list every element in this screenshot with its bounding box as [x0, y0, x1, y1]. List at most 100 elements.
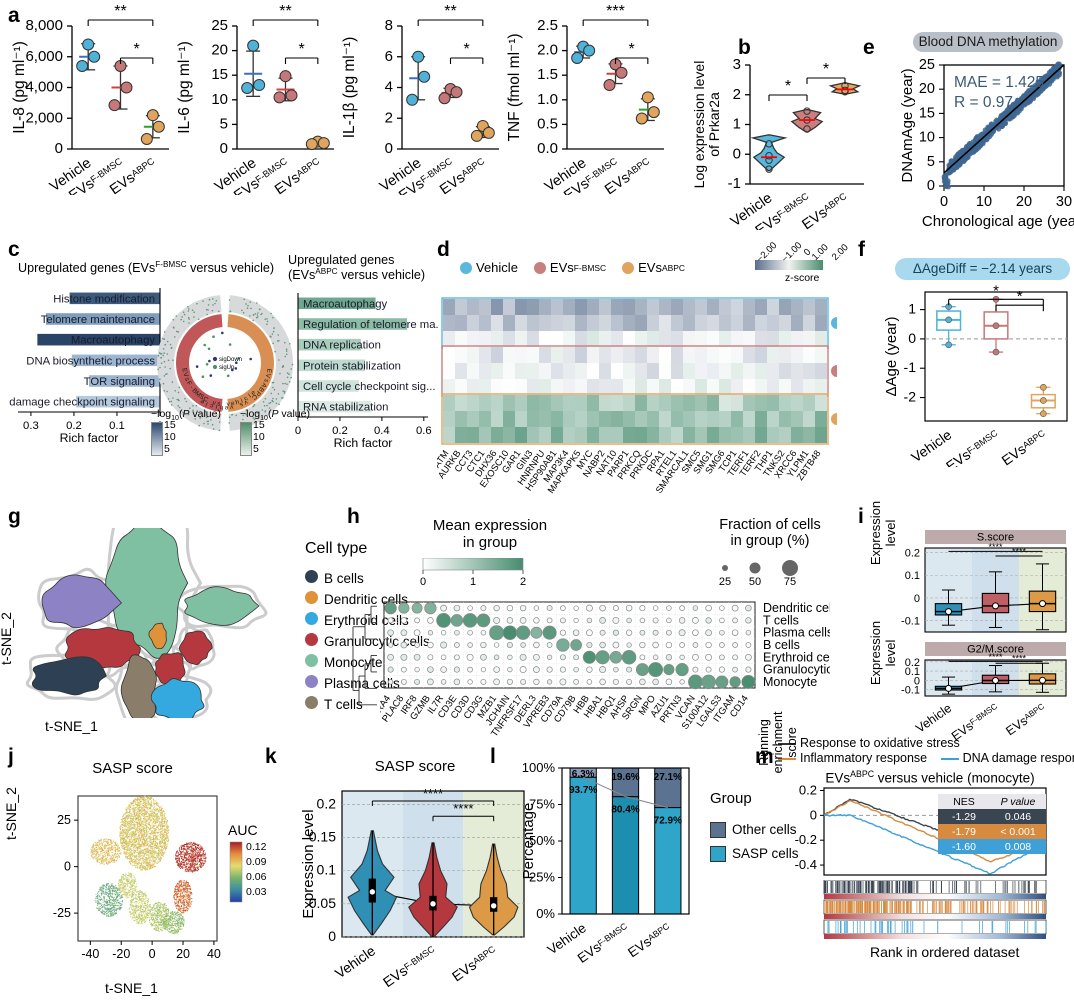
svg-text:1.5: 1.5	[537, 66, 558, 83]
svg-text:-1: -1	[904, 359, 917, 375]
svg-text:DNA damage checkpoint signalin: DNA damage checkpoint signaling	[8, 397, 155, 409]
svg-text:0.5: 0.5	[537, 115, 558, 132]
svg-text:*: *	[134, 41, 140, 58]
svg-text:75: 75	[784, 576, 796, 588]
svg-text:*: *	[1017, 288, 1023, 305]
svg-text:4,000: 4,000	[25, 79, 63, 96]
svg-text:0: 0	[927, 178, 935, 194]
svg-text:10: 10	[211, 91, 228, 108]
svg-text:0: 0	[220, 140, 228, 157]
svg-text:*: *	[823, 61, 829, 78]
svg-text:2.0: 2.0	[537, 42, 558, 59]
svg-text:0: 0	[940, 194, 948, 210]
svg-text:Monocyte: Monocyte	[763, 675, 817, 689]
svg-text:Regulation of telomere ma...: Regulation of telomere ma...	[303, 319, 438, 331]
svg-text:ΔAge (year): ΔAge (year)	[883, 316, 900, 396]
svg-text:***: ***	[606, 3, 625, 20]
svg-text:4: 4	[385, 79, 393, 96]
svg-text:1: 1	[470, 576, 476, 588]
svg-text:0: 0	[908, 330, 916, 346]
svg-text:****: ****	[988, 652, 1003, 662]
svg-text:8,000: 8,000	[25, 17, 63, 34]
svg-text:**: **	[279, 3, 291, 20]
svg-text:EVsABPC: EVsABPC	[999, 426, 1050, 467]
svg-text:15: 15	[211, 66, 228, 83]
svg-text:DNA replication: DNA replication	[303, 340, 381, 352]
svg-text:Cell cycle checkpoint sig...: Cell cycle checkpoint sig...	[303, 381, 435, 393]
svg-text:6: 6	[385, 48, 393, 65]
svg-text:0.1: 0.1	[905, 570, 920, 582]
svg-text:1: 1	[733, 116, 741, 133]
svg-text:-2: -2	[904, 389, 917, 405]
svg-text:Macroautophagy: Macroautophagy	[71, 335, 156, 347]
svg-text:2.5: 2.5	[537, 17, 558, 34]
svg-text:0: 0	[55, 140, 63, 157]
svg-text:****: ****	[1012, 546, 1027, 556]
svg-text:20: 20	[919, 81, 935, 97]
svg-text:*: *	[785, 78, 791, 95]
svg-text:TOR signaling: TOR signaling	[84, 376, 155, 388]
svg-text:0: 0	[914, 593, 920, 605]
svg-text:*: *	[464, 41, 470, 58]
svg-text:*: *	[629, 41, 635, 58]
svg-text:Rich factor: Rich factor	[334, 436, 393, 449]
svg-text:0: 0	[420, 576, 426, 588]
svg-text:6,000: 6,000	[25, 48, 63, 65]
svg-text:25: 25	[919, 57, 935, 73]
svg-text:30: 30	[1056, 194, 1072, 210]
svg-text:5: 5	[927, 154, 935, 170]
svg-text:*: *	[299, 41, 305, 58]
svg-text:sigUp: sigUp	[219, 365, 235, 371]
svg-text:TNF (fmol ml⁻¹): TNF (fmol ml⁻¹)	[506, 33, 523, 141]
svg-text:2: 2	[520, 576, 526, 588]
svg-text:-1: -1	[728, 175, 741, 192]
svg-text:10: 10	[976, 194, 992, 210]
svg-text:DNAmAge (year): DNAmAge (year)	[900, 68, 916, 182]
svg-text:2: 2	[385, 109, 393, 126]
svg-text:****: ****	[988, 542, 1003, 552]
svg-text:0: 0	[295, 425, 301, 437]
svg-text:**: **	[114, 3, 126, 20]
svg-text:0.2: 0.2	[905, 548, 920, 560]
svg-text:1.0: 1.0	[537, 91, 558, 108]
svg-text:1: 1	[908, 301, 916, 317]
svg-text:3: 3	[733, 56, 741, 73]
svg-text:0.6: 0.6	[416, 425, 432, 437]
svg-text:0.2: 0.2	[905, 657, 920, 669]
svg-text:50: 50	[749, 576, 761, 588]
svg-text:IL-8 (pg ml⁻¹): IL-8 (pg ml⁻¹)	[11, 41, 28, 134]
svg-text:0.0: 0.0	[537, 140, 558, 157]
svg-text:of Prkar2a: of Prkar2a	[706, 92, 722, 157]
svg-text:EVsABPC: EVsABPC	[1003, 701, 1048, 738]
svg-text:Histone modification: Histone modification	[53, 293, 155, 305]
svg-text:MAE = 1.425: MAE = 1.425	[954, 74, 1044, 91]
svg-text:Macroautophagy: Macroautophagy	[303, 298, 388, 310]
svg-text:sigDown: sigDown	[219, 357, 242, 363]
svg-text:0.3: 0.3	[23, 420, 39, 432]
svg-text:20: 20	[1016, 194, 1032, 210]
svg-text:R = 0.97: R = 0.97	[954, 94, 1013, 111]
svg-text:Vehicle: Vehicle	[913, 701, 954, 736]
svg-text:2: 2	[733, 86, 741, 103]
svg-text:10: 10	[919, 130, 935, 146]
svg-text:0: 0	[733, 145, 741, 162]
svg-text:Chronological age (year): Chronological age (year)	[922, 213, 1074, 230]
svg-text:EVsF-BMSC: EVsF-BMSC	[943, 426, 1002, 467]
svg-text:5: 5	[220, 115, 228, 132]
svg-text:Telomere maintenance: Telomere maintenance	[41, 314, 155, 326]
svg-text:15: 15	[919, 105, 935, 121]
svg-text:****: ****	[1012, 654, 1027, 664]
svg-text:RNA stabilization: RNA stabilization	[303, 402, 388, 414]
svg-text:Protein stabilization: Protein stabilization	[303, 360, 401, 372]
svg-text:0: 0	[385, 140, 393, 157]
svg-text:IL-1β (pg ml⁻¹): IL-1β (pg ml⁻¹)	[341, 37, 358, 139]
svg-text:2,000: 2,000	[25, 109, 63, 126]
svg-text:25: 25	[211, 17, 228, 34]
svg-text:-0.1: -0.1	[901, 616, 920, 628]
svg-text:IL-6 (pg ml⁻¹): IL-6 (pg ml⁻¹)	[176, 41, 193, 134]
svg-text:20: 20	[211, 42, 228, 59]
svg-text:*: *	[993, 282, 999, 299]
svg-text:Log expression level: Log expression level	[691, 61, 707, 189]
svg-text:**: **	[444, 3, 456, 20]
svg-text:DNA biosynthetic process: DNA biosynthetic process	[26, 355, 155, 367]
